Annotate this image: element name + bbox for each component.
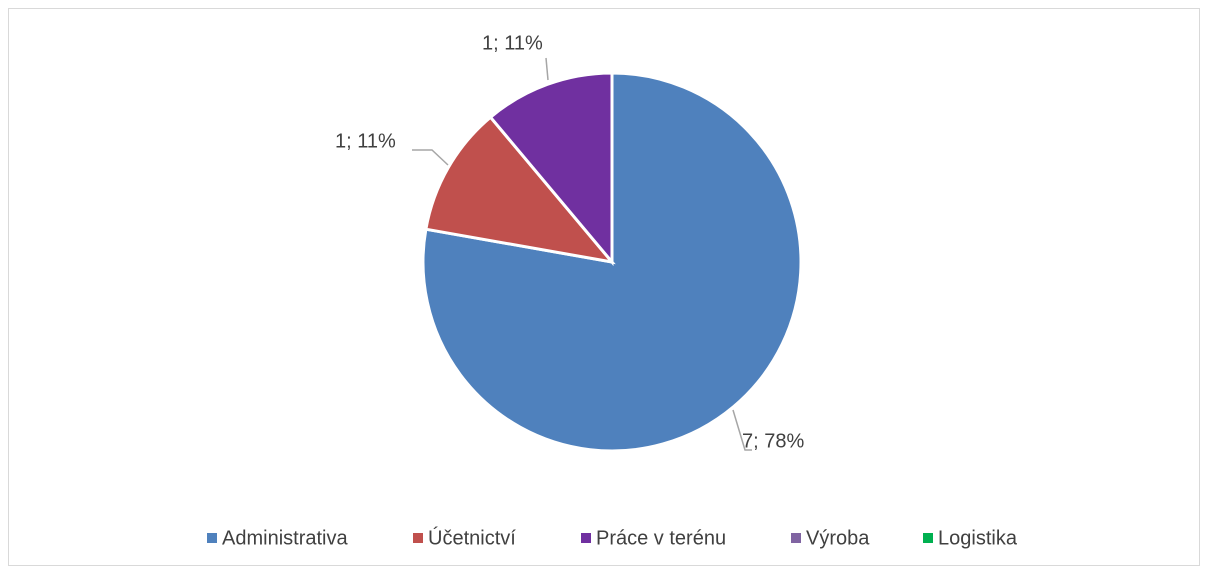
legend-label: Logistika bbox=[938, 527, 1018, 549]
leader-line bbox=[545, 57, 549, 81]
legend-swatch bbox=[207, 533, 217, 543]
legend-swatch bbox=[581, 533, 591, 543]
leader-line bbox=[732, 409, 752, 451]
data-label: 1; 11% bbox=[482, 32, 543, 54]
data-label: 7; 78% bbox=[742, 430, 804, 452]
leader-line bbox=[412, 149, 449, 166]
pie-slice bbox=[424, 115, 616, 265]
legend-label: Výroba bbox=[806, 527, 870, 549]
legend-label: Administrativa bbox=[222, 527, 348, 549]
legend-label: Účetnictví bbox=[428, 526, 516, 549]
data-label: 1; 11% bbox=[335, 130, 396, 152]
legend-swatch bbox=[923, 533, 933, 543]
legend-label: Práce v terénu bbox=[596, 527, 726, 549]
legend-swatch bbox=[413, 533, 423, 543]
legend-swatch bbox=[791, 533, 801, 543]
pie-slice bbox=[488, 71, 614, 267]
